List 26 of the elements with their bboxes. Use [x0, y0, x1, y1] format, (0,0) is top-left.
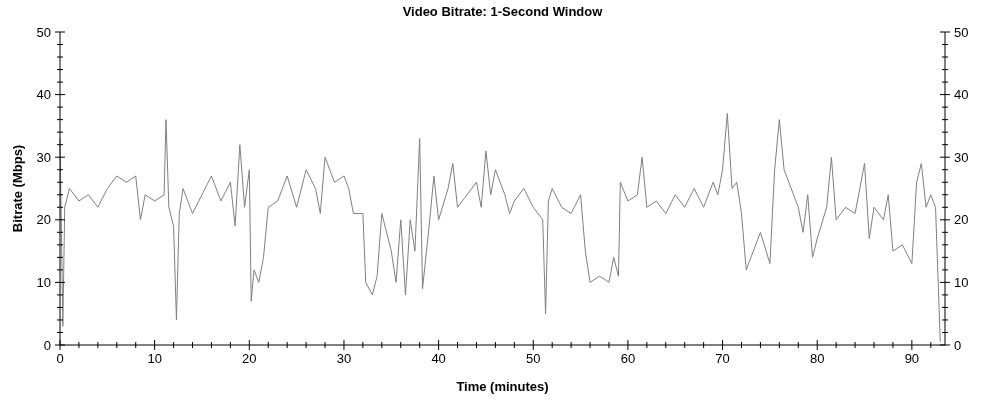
x-tick-label: 50: [526, 351, 541, 366]
line-series: [59, 112, 941, 343]
x-tick-label: 30: [336, 351, 352, 366]
y2-tick-label: 30: [954, 149, 969, 165]
y2-tick-label: 40: [954, 87, 969, 103]
y-tick-label: 0: [43, 337, 51, 353]
y-tick-label: 50: [36, 24, 51, 40]
x-tick-label: 80: [809, 351, 825, 366]
x-axis-title: Time (minutes): [456, 379, 549, 394]
y-tick-label: 40: [36, 87, 51, 103]
y-axis-title: Bitrate (Mbps): [10, 144, 25, 233]
y2-tick-label: 50: [954, 24, 969, 40]
x-tick-label: 0: [56, 351, 64, 366]
x-tick-label: 70: [715, 351, 730, 366]
x-tick-label: 40: [431, 351, 446, 366]
x-tick-label: 90: [904, 351, 920, 366]
y-tick-label: 20: [36, 212, 51, 228]
y2-tick-label: 20: [954, 212, 969, 228]
y-tick-label: 30: [36, 149, 51, 165]
chart-title: Video Bitrate: 1-Second Window: [402, 4, 604, 19]
x-tick-label: 60: [620, 351, 636, 366]
y2-tick-label: 0: [954, 337, 962, 353]
x-tick-label: 20: [242, 351, 257, 366]
y2-tick-label: 10: [954, 274, 969, 290]
x-tick-label: 10: [147, 351, 162, 366]
y-tick-label: 10: [36, 274, 51, 290]
